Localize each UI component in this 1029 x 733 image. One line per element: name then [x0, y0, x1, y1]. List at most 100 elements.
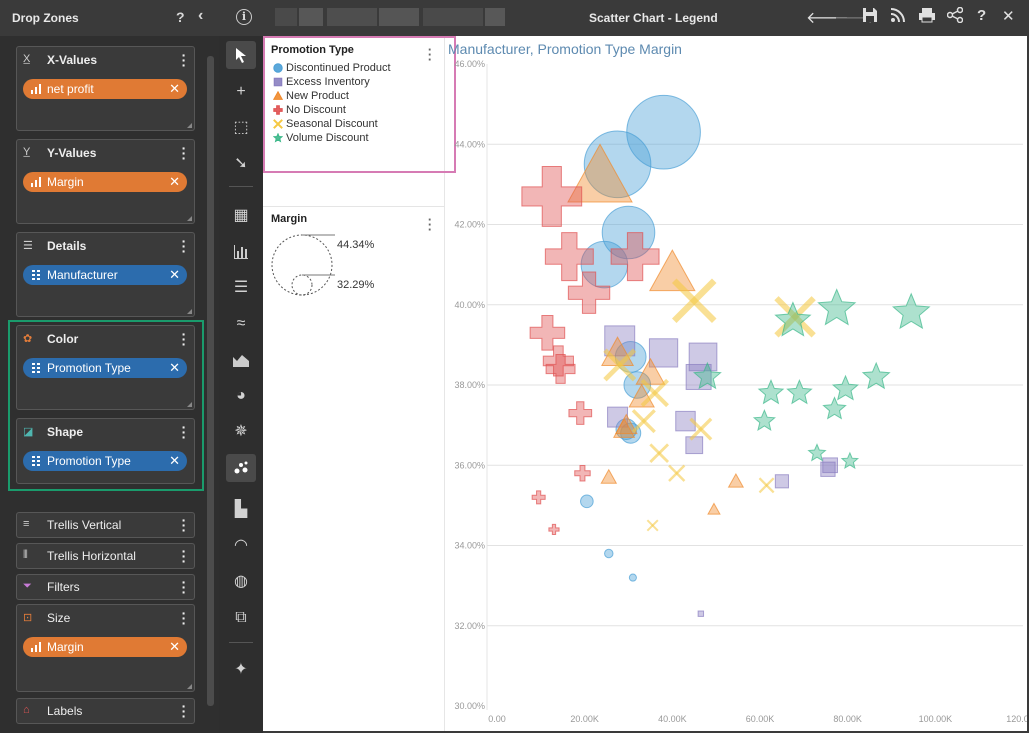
- rss-icon[interactable]: [890, 7, 906, 28]
- field-pill-promotion-type[interactable]: Promotion Type ✕: [23, 358, 187, 378]
- zone-menu-icon[interactable]: · · ·: [181, 574, 187, 600]
- zone-menu-icon[interactable]: · · ·: [181, 47, 187, 73]
- remove-field-icon[interactable]: ✕: [169, 639, 180, 654]
- zone-details[interactable]: ☰ Details · · · Manufacturer ✕: [16, 232, 195, 317]
- scatter-point-x[interactable]: [603, 348, 637, 382]
- zone-menu-icon[interactable]: · · ·: [181, 543, 187, 569]
- scatter-point-x[interactable]: [758, 477, 775, 494]
- scatter-point-star[interactable]: [752, 408, 776, 431]
- field-pill-net-profit[interactable]: net profit ✕: [23, 79, 187, 99]
- scatter-point-circle[interactable]: [583, 130, 652, 199]
- scatter-point-square[interactable]: [685, 436, 704, 455]
- zone-filters[interactable]: ⏷ Filters · · ·: [16, 574, 195, 600]
- zone-menu-icon[interactable]: · · ·: [181, 698, 187, 724]
- gauge-icon[interactable]: ◠: [234, 537, 248, 554]
- close-icon[interactable]: ✕: [1002, 8, 1015, 25]
- scatter-point-x[interactable]: [640, 378, 669, 408]
- scatter-point-cross[interactable]: [567, 271, 611, 314]
- bar-chart-icon[interactable]: ☰: [233, 279, 249, 296]
- scatter-point-triangle[interactable]: [648, 249, 696, 292]
- remove-field-icon[interactable]: ✕: [169, 81, 180, 96]
- scatter-point-star[interactable]: [861, 361, 891, 390]
- legend-menu-icon[interactable]: · · ·: [427, 42, 433, 67]
- scatter-point-x[interactable]: [668, 464, 686, 482]
- grid-chart-icon[interactable]: ▦: [233, 207, 249, 224]
- line-chart-icon[interactable]: ≈: [236, 315, 246, 332]
- custom-visual-icon[interactable]: ⧉: [235, 609, 247, 626]
- help-icon[interactable]: ?: [977, 7, 987, 24]
- remove-field-icon[interactable]: ✕: [169, 360, 180, 375]
- scatter-point-square[interactable]: [822, 457, 838, 474]
- zone-menu-icon[interactable]: · · ·: [181, 419, 187, 445]
- scatter-point-cross[interactable]: [568, 401, 593, 425]
- scatter-point-square[interactable]: [697, 610, 705, 617]
- print-icon[interactable]: [918, 7, 936, 28]
- scatter-point-circle[interactable]: [628, 573, 637, 582]
- remove-field-icon[interactable]: ✕: [169, 174, 180, 189]
- scatter-point-triangle[interactable]: [727, 472, 745, 488]
- scatter-point-x[interactable]: [649, 443, 670, 464]
- share-icon[interactable]: [946, 6, 964, 28]
- collapse-panel-icon[interactable]: ‹: [198, 7, 204, 24]
- scatter-point-x[interactable]: [689, 417, 713, 441]
- scatter-point-triangle[interactable]: [612, 417, 636, 438]
- pie-chart-icon[interactable]: ◕: [236, 387, 246, 404]
- scatter-point-star[interactable]: [891, 292, 931, 330]
- zone-shape[interactable]: ◪ Shape · · · Promotion Type ✕: [16, 418, 195, 484]
- field-pill-manufacturer[interactable]: Manufacturer ✕: [23, 265, 187, 285]
- zone-menu-icon[interactable]: · · ·: [181, 326, 187, 352]
- resize-handle-icon[interactable]: [187, 216, 192, 221]
- scatter-point-square[interactable]: [675, 410, 696, 432]
- scatter-point-star[interactable]: [774, 301, 812, 337]
- pointer-tool-icon[interactable]: [226, 41, 256, 69]
- scatter-point-triangle[interactable]: [567, 143, 633, 203]
- scatter-point-star[interactable]: [817, 288, 857, 326]
- zone-menu-icon[interactable]: · · ·: [181, 605, 187, 631]
- area-chart-icon[interactable]: [226, 346, 256, 374]
- scatter-point-square[interactable]: [688, 342, 718, 372]
- treemap-icon[interactable]: ▙: [234, 501, 248, 518]
- lasso-select-icon[interactable]: ⬚: [233, 119, 249, 136]
- scatter-point-star[interactable]: [807, 443, 827, 462]
- zone-color[interactable]: ✿ Color · · · Promotion Type ✕: [16, 325, 195, 410]
- size-legend-menu-icon[interactable]: · · ·: [427, 212, 433, 237]
- radar-chart-icon[interactable]: ✵: [234, 423, 248, 440]
- help-icon[interactable]: ?: [176, 9, 185, 25]
- resize-handle-icon[interactable]: [187, 402, 192, 407]
- drop-zones-scrollbar[interactable]: [207, 56, 214, 706]
- info-icon[interactable]: i: [236, 9, 252, 25]
- zone-menu-icon[interactable]: · · ·: [181, 512, 187, 538]
- resize-handle-icon[interactable]: [187, 123, 192, 128]
- sparkle-icon[interactable]: ✦: [234, 661, 248, 678]
- scatter-point-cross[interactable]: [544, 232, 594, 282]
- scatter-point-square[interactable]: [774, 474, 789, 489]
- scatter-point-triangle[interactable]: [635, 357, 666, 385]
- scatter-point-star[interactable]: [831, 374, 860, 401]
- scatter-point-triangle[interactable]: [600, 468, 618, 484]
- scatter-point-x[interactable]: [672, 278, 717, 323]
- zone-y-values[interactable]: Y̲ Y-Values · · · Margin ✕: [16, 139, 195, 224]
- scatter-point-star[interactable]: [840, 451, 860, 470]
- scatter-point-cross[interactable]: [531, 490, 546, 505]
- column-chart-icon[interactable]: [226, 238, 256, 266]
- scatter-point-triangle[interactable]: [707, 502, 721, 515]
- scatter-point-cross[interactable]: [545, 353, 576, 384]
- zone-x-values[interactable]: X̲ X-Values · · · net profit ✕: [16, 46, 195, 131]
- scatter-point-star[interactable]: [757, 378, 785, 405]
- scatter-point-star[interactable]: [786, 378, 813, 405]
- scatter-point-x[interactable]: [774, 296, 816, 338]
- scatter-point-cross[interactable]: [610, 232, 660, 282]
- scatter-point-cross[interactable]: [521, 166, 583, 227]
- scatter-point-cross[interactable]: [542, 345, 574, 377]
- zone-labels[interactable]: ⌂ Labels · · ·: [16, 698, 195, 724]
- scatter-point-square[interactable]: [820, 461, 836, 477]
- field-pill-margin[interactable]: Margin ✕: [23, 637, 187, 657]
- zone-size[interactable]: ⊡ Size · · · Margin ✕: [16, 604, 195, 692]
- scatter-point-x[interactable]: [646, 519, 659, 532]
- resize-handle-icon[interactable]: [187, 309, 192, 314]
- crosshair-tool-icon[interactable]: +: [236, 83, 246, 100]
- scatter-point-cross[interactable]: [574, 465, 591, 482]
- save-icon[interactable]: [862, 7, 878, 28]
- globe-icon[interactable]: ◍: [234, 573, 248, 590]
- drill-select-icon[interactable]: ➘: [234, 155, 248, 172]
